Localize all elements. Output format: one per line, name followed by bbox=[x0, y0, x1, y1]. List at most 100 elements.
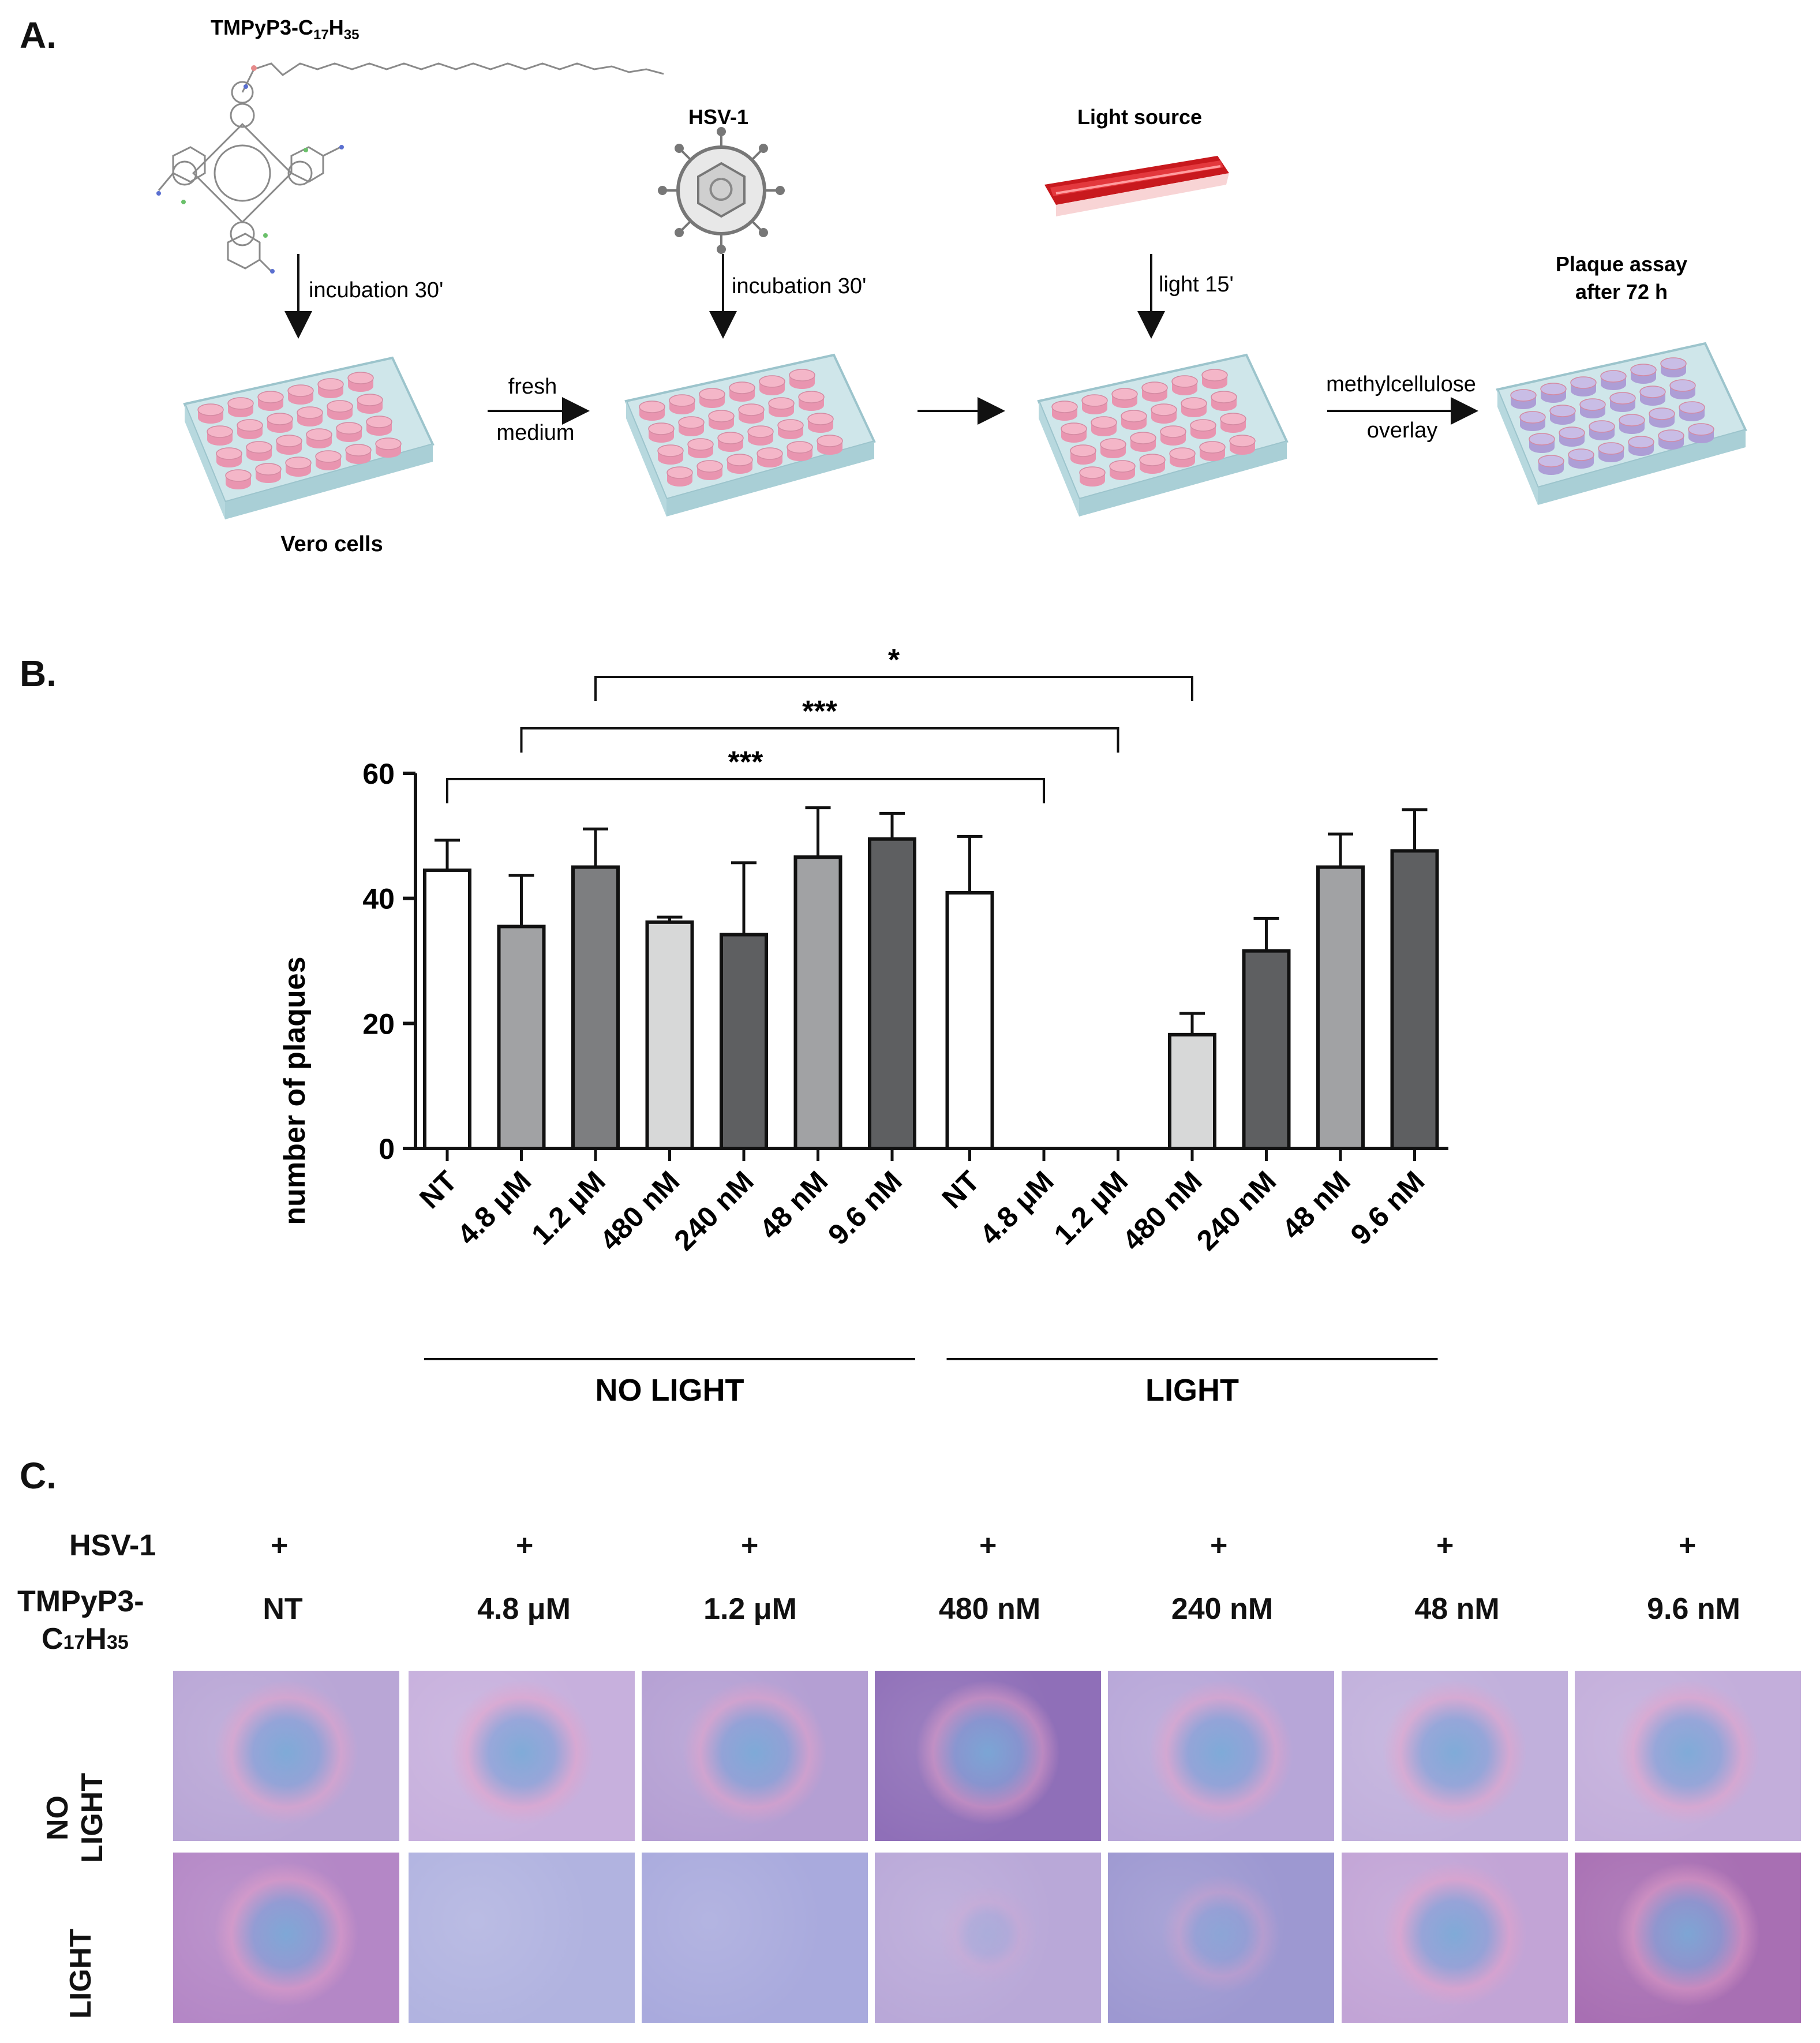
grid-column-header: 1.2 μM bbox=[703, 1592, 797, 1626]
plate-well bbox=[1181, 397, 1207, 410]
grid-column-header: 9.6 nM bbox=[1647, 1592, 1740, 1626]
chart-x-tick-label: 48 nM bbox=[753, 1165, 834, 1245]
plate-well bbox=[729, 381, 755, 394]
plate-well bbox=[1649, 407, 1675, 420]
plate-well bbox=[317, 378, 344, 391]
micrograph-light bbox=[875, 1853, 1101, 2023]
plate-well bbox=[345, 444, 372, 457]
micrograph-light bbox=[642, 1853, 868, 2023]
plate-well bbox=[1229, 435, 1256, 447]
plate-well bbox=[1639, 386, 1666, 398]
plate-well bbox=[257, 391, 284, 403]
plate-well bbox=[267, 413, 293, 425]
micrograph-no-light bbox=[875, 1671, 1101, 1841]
plate-well bbox=[1600, 370, 1627, 383]
plate-wells bbox=[197, 357, 1714, 489]
chart-y-tick-label: 20 bbox=[362, 1008, 395, 1040]
plate-well bbox=[807, 413, 834, 425]
plate-well bbox=[306, 428, 332, 441]
micrograph-no-light bbox=[642, 1671, 868, 1841]
chart-x-tick-label: 240 nM bbox=[1190, 1165, 1282, 1256]
plate-well bbox=[1160, 425, 1186, 438]
micrograph-no-light bbox=[1575, 1671, 1801, 1841]
plate-well bbox=[1061, 422, 1087, 435]
plate-well bbox=[1220, 413, 1246, 425]
plate-well bbox=[276, 435, 302, 447]
chart-y-tick-label: 0 bbox=[379, 1133, 395, 1165]
plate-well bbox=[1111, 388, 1138, 401]
plaque-assay-sublabel: after 72 h bbox=[1575, 280, 1668, 304]
plate-well bbox=[197, 403, 224, 416]
plate-well bbox=[1190, 419, 1216, 432]
plate-well bbox=[1570, 376, 1597, 389]
plate-well bbox=[1589, 420, 1615, 433]
plate-well bbox=[666, 466, 693, 479]
chart-y-tick-label: 40 bbox=[362, 883, 395, 915]
plate-well bbox=[347, 372, 374, 384]
micrograph-light bbox=[173, 1853, 399, 2023]
plate-well bbox=[227, 397, 254, 410]
grid-hsv-label: HSV-1 bbox=[69, 1529, 156, 1562]
chart-x-tick-label: 480 nM bbox=[594, 1165, 686, 1256]
plate-well bbox=[1051, 401, 1078, 413]
panel-b-letter: B. bbox=[20, 653, 57, 694]
chart-y-tick-label: 60 bbox=[362, 758, 395, 790]
plate-well bbox=[639, 401, 665, 413]
plate-well bbox=[1579, 398, 1606, 411]
chart-x-tick-label: 48 nM bbox=[1276, 1165, 1357, 1245]
grid-compound-label-2: C17H35 bbox=[42, 1622, 129, 1656]
plate-well bbox=[327, 400, 353, 413]
plate-well bbox=[1529, 433, 1555, 446]
plate-well bbox=[1660, 357, 1687, 370]
plate-well bbox=[1630, 364, 1657, 376]
plate-well bbox=[817, 435, 843, 447]
plate-well bbox=[357, 394, 383, 406]
chart-x-tick-label: 9.6 nM bbox=[822, 1165, 908, 1251]
plate-well bbox=[1568, 448, 1594, 461]
chart-bar bbox=[645, 920, 694, 1150]
vero-cells-label: Vero cells bbox=[280, 532, 383, 556]
plate-well bbox=[1169, 447, 1196, 460]
plate-well bbox=[738, 403, 765, 416]
micrograph-no-light bbox=[1342, 1671, 1568, 1841]
plate-well bbox=[1519, 411, 1546, 424]
plate-well bbox=[798, 391, 825, 403]
micrograph-light bbox=[1108, 1853, 1334, 2023]
plate-well bbox=[1121, 410, 1147, 422]
plate-well bbox=[1510, 389, 1537, 402]
chart-x-tick-label: NT bbox=[936, 1165, 986, 1215]
plate-well bbox=[1559, 426, 1585, 439]
chart-x-tick-label: 9.6 nM bbox=[1345, 1165, 1431, 1251]
plate-well bbox=[1211, 391, 1237, 403]
plate-well bbox=[1081, 394, 1108, 407]
plate-well bbox=[1679, 401, 1705, 414]
grid-hsv-plus: + bbox=[271, 1529, 289, 1562]
plate-well bbox=[699, 388, 725, 401]
compound-label: TMPyP3-C17H35 bbox=[211, 16, 359, 43]
grid-hsv-plus: + bbox=[1210, 1529, 1228, 1562]
plate-well bbox=[287, 384, 314, 397]
plate-well bbox=[1538, 455, 1564, 467]
chart-bar bbox=[571, 865, 620, 1150]
chart-bar bbox=[1316, 865, 1365, 1150]
chart-x-tick-label: NT bbox=[413, 1165, 463, 1215]
plate-well bbox=[708, 410, 735, 422]
plate-well bbox=[768, 397, 795, 410]
plate-well bbox=[1141, 381, 1168, 394]
step-light: light 15' bbox=[1159, 272, 1234, 297]
chart-significance-label: *** bbox=[802, 695, 837, 728]
micrograph-no-light bbox=[1108, 1671, 1334, 1841]
micrograph-light bbox=[409, 1853, 635, 2023]
plate-well bbox=[678, 416, 705, 429]
plate-well bbox=[1688, 423, 1714, 436]
chart-bar bbox=[1242, 949, 1291, 1151]
micrograph-no-light bbox=[409, 1671, 635, 1841]
chart-bar bbox=[423, 868, 471, 1150]
plate-well bbox=[726, 454, 753, 466]
plate-well bbox=[1669, 379, 1696, 392]
chart-x-tick-label: 240 nM bbox=[668, 1165, 759, 1256]
virus-icon bbox=[658, 127, 785, 254]
plate-well bbox=[225, 469, 252, 482]
row-label-no-light: NO LIGHT bbox=[41, 1773, 109, 1863]
chart-significance-label: * bbox=[888, 646, 900, 677]
